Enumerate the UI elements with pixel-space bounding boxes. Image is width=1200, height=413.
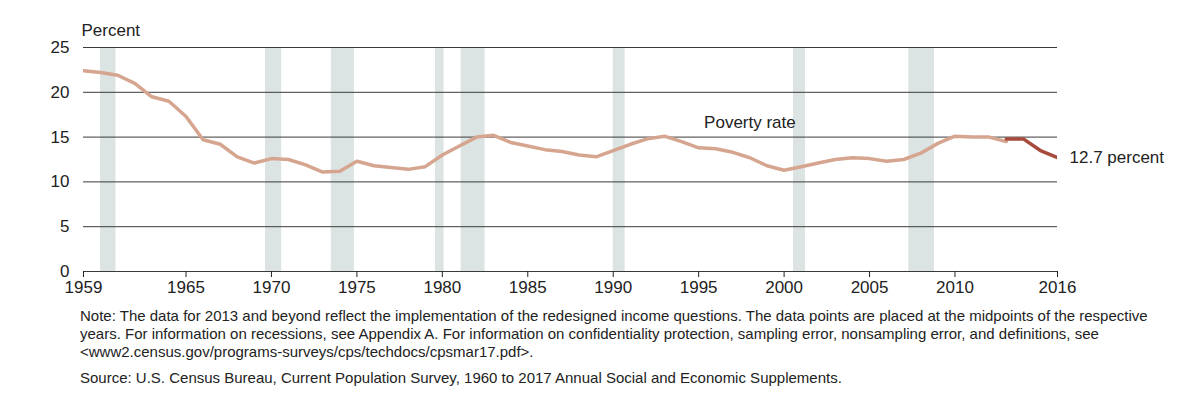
svg-text:1980: 1980 — [423, 278, 461, 297]
svg-text:10: 10 — [51, 172, 70, 191]
svg-text:2016: 2016 — [1039, 278, 1077, 297]
svg-text:2000: 2000 — [765, 278, 803, 297]
svg-text:2005: 2005 — [851, 278, 889, 297]
svg-text:0: 0 — [60, 261, 70, 281]
svg-text:1970: 1970 — [253, 278, 291, 297]
html-text:Source: U.S. Census Bureau, Cu: Source: U.S. Census Bureau, Current Popu… — [80, 369, 842, 386]
svg-text:12.7 percent: 12.7 percent — [1070, 148, 1165, 167]
svg-text:1985: 1985 — [509, 278, 547, 297]
svg-text:Percent: Percent — [82, 21, 141, 40]
svg-text:15: 15 — [51, 128, 70, 147]
svg-text:Poverty rate: Poverty rate — [704, 113, 796, 132]
svg-text:1959: 1959 — [65, 278, 103, 297]
svg-text:1995: 1995 — [680, 278, 718, 297]
html-text:Note: The data for 2013 and be: Note: The data for 2013 and beyond refle… — [80, 307, 1148, 360]
svg-text:1975: 1975 — [338, 278, 376, 297]
svg-text:1990: 1990 — [594, 278, 632, 297]
svg-text:2010: 2010 — [936, 278, 974, 297]
svg-text:20: 20 — [51, 83, 70, 102]
svg-text:25: 25 — [51, 38, 70, 57]
svg-text:1965: 1965 — [167, 278, 205, 297]
svg-text:5: 5 — [60, 217, 69, 236]
